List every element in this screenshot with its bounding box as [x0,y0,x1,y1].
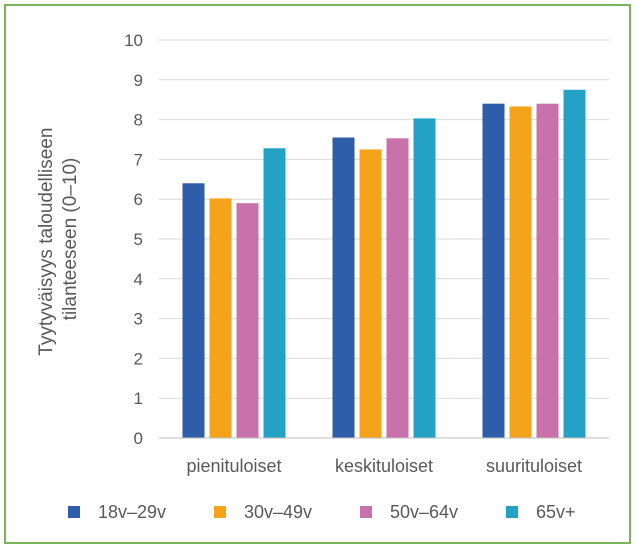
bar-chart: 0 1 2 3 4 5 6 7 8 9 10 pienituloiset keskituloiset s… [36,31,609,522]
legend-label-1: 30v–49v [244,502,312,522]
y-tick-label-10: 10 [124,31,143,50]
bar-pienituloiset-3 [263,148,286,439]
legend-swatch-0 [68,506,80,518]
bar-keskituloiset-1 [359,149,382,438]
legend-label-0: 18v–29v [98,502,166,522]
bar-keskituloiset-3 [413,118,436,438]
category-label-suurituloiset: suurituloiset [486,456,582,476]
category-labels: pienituloiset keskituloiset suurituloiset [186,456,582,476]
y-axis-title: Tyytyväisyys taloudelliseen tilanteeseen… [36,122,81,355]
chart-frame: 0 1 2 3 4 5 6 7 8 9 10 pienituloiset keskituloiset s… [4,4,631,544]
y-tick-label-8: 8 [134,111,143,130]
legend-label-2: 50v–64v [390,502,458,522]
bar-pienituloiset-1 [209,198,232,438]
bar-keskituloiset-2 [386,138,409,438]
bar-suurituloiset-0 [482,103,505,439]
y-tick-label-0: 0 [134,429,143,448]
y-tick-label-6: 6 [134,190,143,209]
bar-pienituloiset-0 [182,183,205,438]
y-axis-ticks: 0 1 2 3 4 5 6 7 8 9 10 [124,31,143,448]
category-label-pienituloiset: pienituloiset [186,456,281,476]
bar-pienituloiset-2 [236,203,259,438]
legend-swatch-2 [360,506,372,518]
y-axis-title-line-1: Tyytyväisyys taloudelliseen [36,128,57,356]
gridlines [159,39,609,399]
bar-suurituloiset-3 [563,89,586,438]
bar-keskituloiset-0 [332,137,355,438]
category-label-keskituloiset: keskituloiset [335,456,433,476]
bar-suurituloiset-1 [509,106,532,438]
legend-swatch-1 [214,506,226,518]
y-tick-label-7: 7 [134,150,143,169]
y-axis-title-line-2: tilanteeseen (0–10) [60,158,81,321]
y-tick-label-1: 1 [134,389,143,408]
y-tick-label-9: 9 [134,71,143,90]
y-tick-label-4: 4 [134,270,143,289]
legend: 18v–29v 30v–49v 50v–64v 65v+ [68,502,576,522]
y-tick-label-5: 5 [134,230,143,249]
y-tick-label-3: 3 [134,310,143,329]
y-tick-label-2: 2 [134,349,143,368]
bar-suurituloiset-2 [536,103,559,439]
bars [182,89,586,439]
legend-label-3: 65v+ [536,502,576,522]
legend-swatch-3 [506,506,518,518]
